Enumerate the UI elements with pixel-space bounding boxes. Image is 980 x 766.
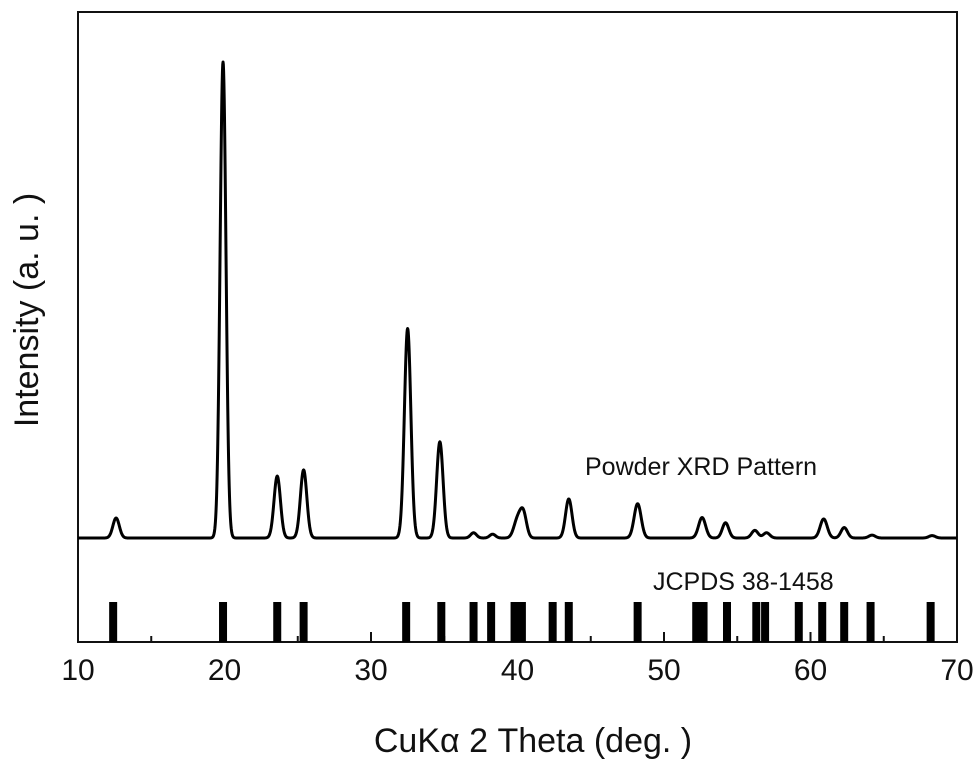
x-tick-label: 20 [208, 654, 241, 687]
reference-line [402, 602, 411, 642]
reference-line [818, 602, 827, 642]
reference-line [273, 602, 282, 642]
reference-line [866, 602, 875, 642]
reference-line [469, 602, 478, 642]
plot-frame [77, 11, 958, 643]
reference-line [840, 602, 849, 642]
reference-line [692, 602, 701, 642]
reference-line [548, 602, 557, 642]
x-tick-label: 50 [647, 654, 680, 687]
reference-line [761, 602, 770, 642]
x-tick-label: 10 [61, 654, 94, 687]
reference-line [299, 602, 308, 642]
reference-line [510, 602, 519, 642]
reference-line [633, 602, 642, 642]
x-tick-label: 30 [354, 654, 387, 687]
reference-line [752, 602, 761, 642]
x-tick-label: 40 [501, 654, 534, 687]
y-axis-title: Intensity (a. u. ) [8, 193, 46, 427]
x-tick-label: 60 [794, 654, 827, 687]
reference-line [699, 602, 708, 642]
reference-line [109, 602, 118, 642]
reference-label: JCPDS 38-1458 [653, 568, 834, 596]
reference-line [487, 602, 496, 642]
series-line-powder-xrd [76, 60, 958, 540]
reference-line [219, 602, 228, 642]
plot-area: 10 20 30 40 50 60 70 [61, 11, 974, 687]
reference-line [926, 602, 935, 642]
reference-line [564, 602, 573, 642]
x-tick-label: 70 [940, 654, 973, 687]
reference-line [794, 602, 803, 642]
reference-line [722, 602, 731, 642]
reference-line [437, 602, 446, 642]
pattern-label: Powder XRD Pattern [585, 453, 817, 481]
x-axis-title: CuKα 2 Theta (deg. ) [374, 722, 692, 760]
reference-line [517, 602, 526, 642]
